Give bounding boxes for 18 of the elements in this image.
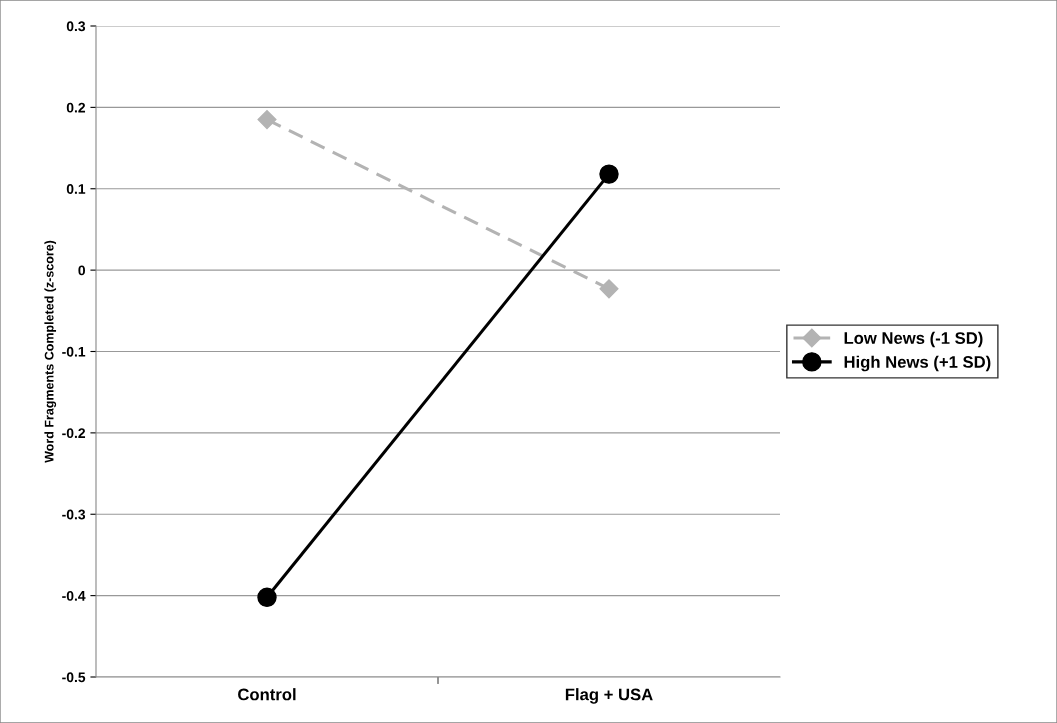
- y-tick-label: -0.5: [62, 672, 86, 683]
- y-tick-label: 0.2: [66, 102, 86, 113]
- legend-label: Low News (-1 SD): [844, 331, 983, 348]
- legend-label: High News (+1 SD): [844, 355, 991, 372]
- y-axis-title: Word Fragments Completed (z-score): [44, 240, 57, 463]
- y-tick-label: 0.3: [66, 21, 86, 32]
- point: [599, 164, 619, 184]
- y-tick-label: -0.3: [62, 509, 86, 520]
- y-tick-label: 0.1: [66, 184, 86, 194]
- point: [257, 110, 277, 130]
- y-tick-label: 0: [78, 265, 86, 276]
- point: [599, 279, 619, 299]
- x-tick-label: Control: [238, 688, 296, 701]
- y-tick-label: -0.1: [62, 346, 86, 357]
- point: [257, 587, 277, 607]
- y-tick-label: -0.4: [62, 590, 86, 601]
- x-tick-label: Flag + USA: [565, 688, 653, 704]
- y-tick-label: -0.2: [62, 428, 86, 439]
